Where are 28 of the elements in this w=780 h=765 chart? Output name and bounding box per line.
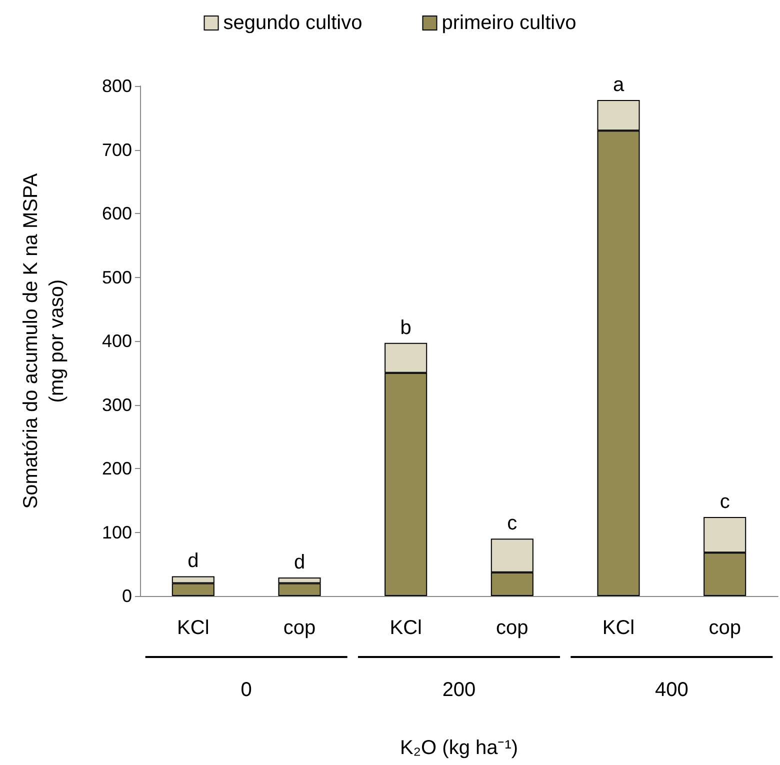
- legend-label: primeiro cultivo: [442, 12, 576, 34]
- y-tick-label: 200: [102, 458, 132, 478]
- y-tick-label: 700: [102, 140, 132, 160]
- x-tick-label: cop: [708, 617, 741, 639]
- text: 0: [240, 679, 252, 701]
- total-label: c: [507, 512, 518, 535]
- y-tick-label: 300: [102, 394, 132, 415]
- x-tick-label: cop: [283, 617, 316, 639]
- y-tick-label: 0: [122, 586, 132, 606]
- total-label: b: [400, 316, 412, 339]
- legend-label: segundo cultivo: [223, 12, 362, 34]
- y-tick-label: 500: [102, 267, 132, 288]
- x-axis-title: K₂O (kg ha⁻¹): [400, 737, 518, 759]
- x-tick-label: KCl: [602, 617, 635, 639]
- total-label: c: [720, 490, 730, 513]
- total-label: d: [188, 550, 199, 572]
- text: 400: [654, 679, 688, 701]
- y-tick-label: 800: [102, 76, 132, 96]
- y-tick-label: 600: [102, 204, 132, 224]
- total-label: a: [612, 74, 625, 96]
- text: 200: [442, 679, 476, 701]
- y-tick-label: 100: [102, 522, 132, 542]
- x-tick-label: KCl: [390, 617, 422, 639]
- y-axis-title: Somatória do acumulo de K na MSPA (mg por vaso): [20, 172, 68, 509]
- total-label: d: [294, 552, 306, 574]
- y-tick-label: 400: [102, 331, 132, 351]
- x-tick-label: KCl: [177, 617, 210, 639]
- x-tick-label: cop: [496, 617, 528, 639]
